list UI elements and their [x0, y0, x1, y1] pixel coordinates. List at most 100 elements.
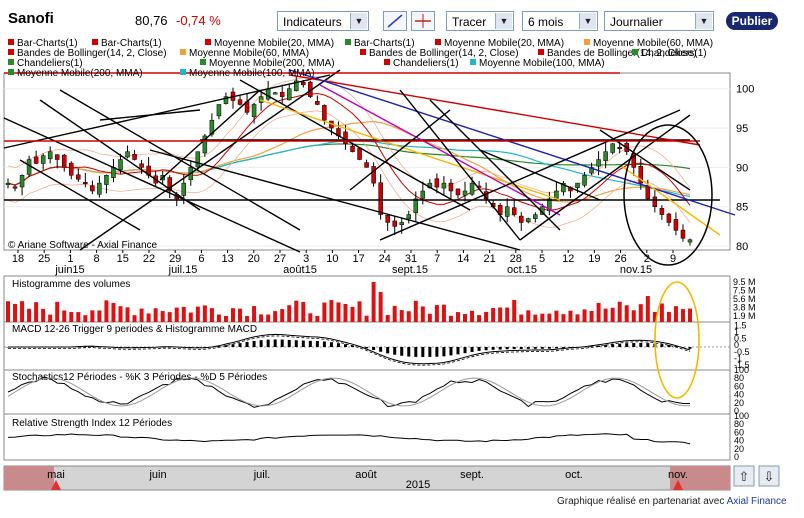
- legend-swatch: [200, 59, 206, 65]
- volume-bar: [181, 306, 186, 322]
- candle-body: [406, 214, 412, 220]
- volume-bar: [540, 313, 545, 322]
- x-tick-label: 24: [379, 253, 391, 265]
- rsi-tick-label: 40: [734, 436, 744, 446]
- legend-swatch: [584, 39, 590, 45]
- interval-select[interactable]: Journalier ▼: [604, 11, 714, 31]
- volume-bar: [322, 302, 327, 322]
- x-tick-label: 10: [326, 253, 338, 265]
- candle-body: [223, 96, 229, 104]
- macd-histogram-bar: [372, 347, 376, 350]
- x-month-label: août15: [283, 264, 317, 276]
- volume-bar: [477, 315, 482, 322]
- candle-body: [371, 166, 376, 184]
- x-tick-label: 17: [352, 253, 364, 265]
- timeline-month-label: nov.: [668, 469, 688, 481]
- volume-bar: [188, 312, 193, 322]
- macd-histogram-bar: [590, 346, 594, 347]
- volume-bar: [202, 305, 207, 322]
- volume-bar: [596, 302, 601, 322]
- bollinger-lower: [7, 110, 691, 229]
- volume-bar: [216, 314, 221, 322]
- macd-histogram-bar: [625, 343, 629, 347]
- volume-bar: [364, 315, 369, 322]
- macd-histogram-bar: [681, 347, 685, 348]
- volume-bar: [223, 315, 228, 322]
- volume-bar: [315, 315, 320, 322]
- candle-body: [69, 162, 74, 176]
- volume-tick-label: 1.9 M: [733, 311, 756, 321]
- level-tool-button[interactable]: [411, 11, 435, 31]
- volume-bar: [146, 313, 151, 322]
- candle-body: [47, 151, 53, 160]
- stoch-k-line: [7, 376, 690, 408]
- volume-bar: [230, 308, 235, 322]
- trendline: [289, 74, 701, 146]
- macd-histogram-bar: [301, 340, 305, 347]
- candle-body: [258, 96, 264, 103]
- candle-body: [659, 208, 665, 215]
- macd-histogram-bar: [287, 339, 291, 347]
- macd-histogram-bar: [674, 346, 678, 347]
- volume-bar: [294, 300, 299, 322]
- volume-bar: [505, 307, 510, 322]
- trendline: [19, 159, 141, 231]
- volume-bar: [41, 308, 46, 322]
- volume-bar: [69, 312, 74, 322]
- candle-body: [392, 220, 397, 227]
- candle-body: [413, 198, 419, 213]
- volume-bar: [575, 314, 580, 322]
- candle-body: [104, 175, 109, 185]
- timeline-handle[interactable]: [51, 480, 61, 490]
- legend-swatch: [435, 39, 441, 45]
- macd-histogram-bar: [526, 347, 530, 349]
- legend-swatch: [345, 39, 351, 45]
- candle-body: [195, 151, 201, 168]
- period-select[interactable]: 6 mois ▼: [522, 11, 598, 31]
- timeline-handle[interactable]: [673, 480, 683, 490]
- volume-bar: [610, 307, 615, 322]
- macd-histogram-bar: [308, 340, 312, 347]
- candle-body: [533, 214, 538, 219]
- trendline-tool-button[interactable]: [383, 11, 407, 31]
- scroll-button[interactable]: ⇩: [758, 465, 780, 487]
- legend-swatch: [632, 49, 638, 55]
- candle-body: [561, 182, 566, 193]
- legend-label: Chandeliers(1): [393, 58, 459, 69]
- legend-label: Moyenne Mobile(60, MMA): [593, 38, 713, 49]
- candle-body: [76, 174, 81, 180]
- macd-histogram-bar: [442, 347, 446, 357]
- volume-bar: [491, 308, 496, 322]
- candle-body: [251, 104, 257, 118]
- candle-body: [673, 219, 679, 231]
- macd-histogram-bar: [126, 347, 130, 348]
- volume-bar: [392, 305, 397, 322]
- draw-dropdown[interactable]: Tracer ▼: [446, 11, 514, 31]
- volume-bar: [125, 307, 130, 322]
- macd-histogram-bar: [611, 344, 615, 347]
- volume-bar: [48, 314, 53, 322]
- trendline: [159, 89, 261, 181]
- scroll-button[interactable]: ⇧: [733, 465, 755, 487]
- credit-brand-link[interactable]: Axial Finance: [726, 496, 787, 507]
- legend-label: Bandes de Bollinger(14, 2, Close): [369, 48, 519, 59]
- volume-bar: [631, 310, 636, 322]
- scroll-button-frame: [758, 465, 780, 487]
- candle-body: [448, 182, 454, 192]
- legend-label: Chandeliers(1): [641, 48, 707, 59]
- volume-bar: [301, 302, 306, 322]
- volume-bar: [6, 301, 10, 322]
- macd-histogram-bar: [273, 339, 277, 347]
- candle-body: [19, 175, 25, 188]
- volume-bar: [659, 303, 664, 322]
- volume-bar: [554, 310, 559, 322]
- indicators-dropdown[interactable]: Indicateurs ▼: [277, 11, 369, 31]
- legend-label: Chandeliers(1): [17, 58, 83, 69]
- publish-button[interactable]: Publier: [726, 12, 778, 30]
- volume-bar: [441, 304, 446, 322]
- volume-bar: [420, 306, 425, 322]
- volume-bar: [280, 309, 285, 322]
- rsi-tick-label: 0: [734, 452, 739, 462]
- candle-body: [666, 213, 672, 223]
